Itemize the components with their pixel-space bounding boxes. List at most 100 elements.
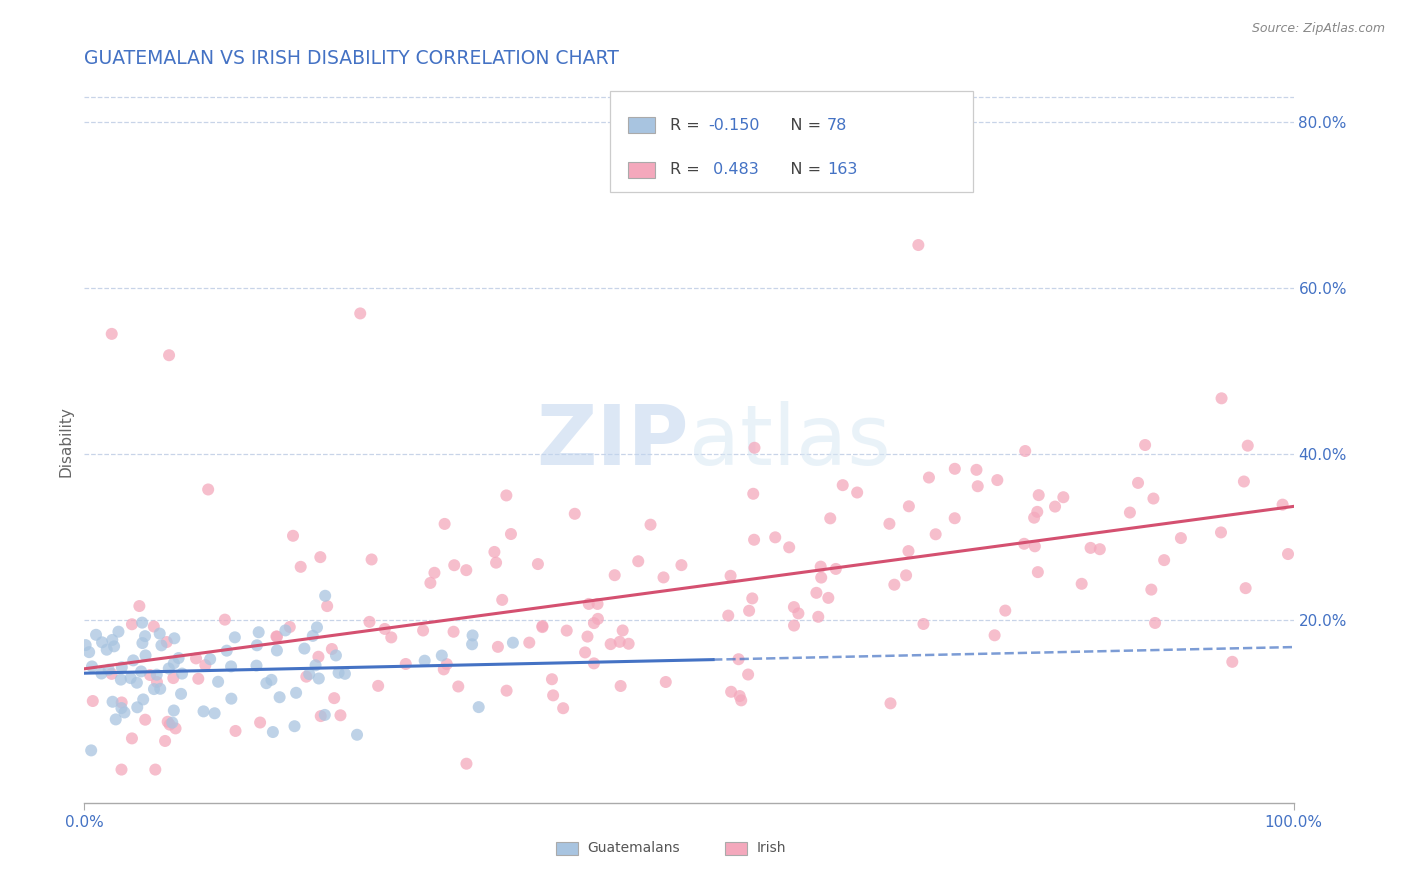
Point	[359, 615, 381, 629]
Point	[433, 662, 456, 676]
Point	[831, 478, 853, 492]
Point	[346, 728, 368, 742]
Point	[103, 640, 125, 654]
Point	[100, 326, 122, 341]
Point	[443, 624, 465, 639]
Point	[443, 558, 465, 573]
Point	[1126, 475, 1149, 490]
Point	[423, 566, 446, 580]
Point	[333, 666, 356, 681]
Point	[986, 473, 1008, 487]
Point	[314, 707, 336, 722]
Text: Irish: Irish	[756, 841, 786, 855]
Point	[1144, 615, 1167, 630]
Text: R =: R =	[669, 162, 704, 178]
Point	[367, 679, 389, 693]
Point	[430, 648, 453, 663]
Point	[1028, 488, 1050, 502]
Point	[1026, 565, 1049, 579]
Point	[412, 624, 434, 638]
Point	[249, 715, 271, 730]
Point	[122, 653, 145, 667]
Point	[215, 643, 238, 657]
Point	[157, 348, 180, 362]
Point	[484, 545, 506, 559]
Point	[717, 608, 740, 623]
Point	[156, 714, 179, 729]
Point	[879, 516, 901, 531]
Point	[806, 586, 828, 600]
Point	[897, 500, 920, 514]
Point	[1209, 525, 1232, 540]
Point	[193, 705, 215, 719]
Point	[135, 648, 157, 663]
Point	[1088, 542, 1111, 557]
Point	[586, 612, 609, 626]
Point	[783, 618, 806, 632]
Point	[184, 651, 207, 665]
Point	[599, 637, 621, 651]
Point	[541, 672, 564, 686]
Point	[111, 696, 134, 710]
Point	[321, 642, 343, 657]
Point	[82, 694, 104, 708]
FancyBboxPatch shape	[628, 162, 655, 178]
Text: ZIP: ZIP	[537, 401, 689, 482]
Point	[309, 709, 332, 723]
Point	[652, 570, 675, 584]
Point	[1043, 500, 1066, 514]
Point	[204, 706, 226, 721]
Point	[305, 620, 328, 634]
Text: 163: 163	[827, 162, 858, 178]
Point	[1220, 655, 1243, 669]
Point	[131, 615, 153, 630]
Point	[325, 648, 347, 663]
Text: Guatemalans: Guatemalans	[588, 841, 681, 855]
Point	[266, 630, 288, 644]
Point	[97, 663, 120, 677]
Point	[1014, 444, 1036, 458]
Point	[75, 638, 97, 652]
Point	[738, 604, 761, 618]
Text: Source: ZipAtlas.com: Source: ZipAtlas.com	[1251, 22, 1385, 36]
Point	[612, 624, 634, 638]
Point	[461, 637, 484, 651]
Point	[129, 665, 152, 679]
Text: 78: 78	[827, 118, 848, 133]
Text: R =: R =	[669, 118, 704, 133]
Point	[502, 635, 524, 649]
Point	[1070, 577, 1092, 591]
Point	[145, 667, 167, 681]
Point	[1236, 439, 1258, 453]
Point	[110, 701, 132, 715]
Point	[380, 631, 402, 645]
Text: N =: N =	[775, 118, 827, 133]
Point	[461, 628, 484, 642]
Point	[163, 657, 186, 671]
Point	[134, 713, 156, 727]
Point	[907, 238, 929, 252]
Point	[541, 689, 564, 703]
Point	[207, 674, 229, 689]
Point	[897, 544, 920, 558]
Point	[495, 683, 517, 698]
Point	[125, 675, 148, 690]
Point	[883, 577, 905, 591]
Point	[120, 671, 142, 685]
Point	[576, 630, 599, 644]
Point	[128, 599, 150, 613]
Point	[143, 682, 166, 697]
Point	[671, 558, 693, 573]
Point	[555, 624, 578, 638]
Point	[167, 651, 190, 665]
Point	[307, 649, 329, 664]
Point	[143, 763, 166, 777]
Point	[84, 628, 107, 642]
Point	[1234, 581, 1257, 595]
Point	[301, 629, 323, 643]
Point	[247, 625, 270, 640]
Point	[609, 635, 631, 649]
Point	[328, 665, 350, 680]
FancyBboxPatch shape	[725, 842, 747, 855]
Text: GUATEMALAN VS IRISH DISABILITY CORRELATION CHART: GUATEMALAN VS IRISH DISABILITY CORRELATI…	[84, 48, 619, 68]
